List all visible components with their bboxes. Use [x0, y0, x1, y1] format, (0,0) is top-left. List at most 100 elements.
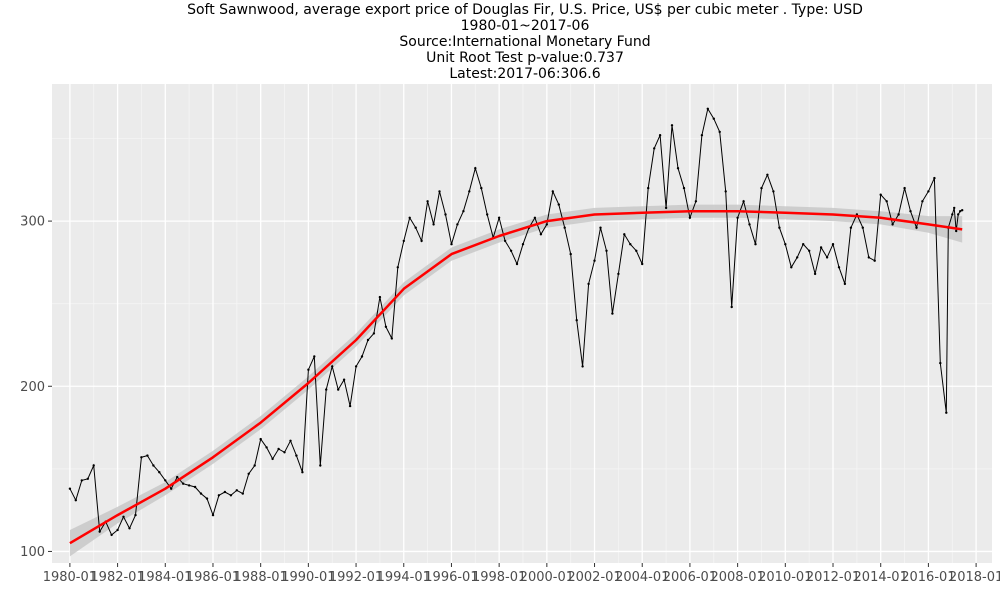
data-point: [509, 249, 513, 252]
data-point: [951, 213, 954, 216]
data-point: [152, 464, 155, 467]
data-point: [164, 479, 167, 482]
data-point: [187, 484, 191, 487]
chart-title: Soft Sawnwood, average export price of D…: [0, 2, 1000, 82]
data-point: [110, 533, 113, 537]
data-point: [199, 492, 203, 495]
data-point: [885, 200, 888, 203]
data-point: [694, 200, 698, 203]
data-point: [497, 216, 501, 219]
data-point: [843, 282, 847, 286]
data-point: [68, 487, 72, 490]
data-point: [682, 186, 686, 190]
data-point: [760, 186, 763, 190]
x-tick-label: 2010-01: [758, 570, 812, 585]
data-point: [647, 186, 650, 190]
data-point: [378, 295, 382, 299]
x-tick-label: 2012-01: [806, 570, 860, 585]
data-point: [599, 226, 602, 229]
data-point: [521, 243, 525, 246]
data-point: [748, 223, 751, 226]
data-point: [74, 499, 78, 502]
data-point: [957, 213, 960, 216]
data-point: [778, 226, 781, 229]
x-tick-label: 1996-01: [424, 570, 478, 585]
data-point: [414, 226, 417, 229]
data-point: [372, 332, 376, 335]
data-point: [307, 368, 310, 371]
data-point: [808, 249, 811, 252]
title-line-3: Source:International Monetary Fund: [399, 34, 651, 50]
data-point: [766, 173, 769, 176]
data-point: [939, 361, 942, 365]
x-tick-label: 1992-01: [329, 570, 383, 585]
data-point: [325, 388, 328, 391]
data-point: [593, 259, 596, 262]
data-point: [664, 206, 668, 210]
x-tick-label: 2004-01: [615, 570, 669, 585]
y-tick-label: 100: [20, 545, 45, 560]
data-point: [784, 243, 787, 246]
data-point: [867, 256, 870, 259]
data-point: [927, 190, 930, 193]
data-point: [545, 223, 548, 226]
data-point: [825, 256, 829, 259]
x-tick-label: 2008-01: [710, 570, 764, 585]
data-point: [235, 489, 238, 492]
data-point: [961, 209, 964, 212]
data-point: [480, 186, 483, 190]
trend-line: [69, 209, 963, 545]
data-point: [205, 497, 209, 500]
data-point: [730, 305, 733, 309]
title-line-5: Latest:2017-06:306.6: [449, 66, 601, 82]
data-point: [420, 239, 423, 243]
x-tick-label: 1980-01: [43, 570, 97, 585]
x-tick-label: 2000-01: [520, 570, 574, 585]
data-point: [128, 527, 131, 530]
data-point: [211, 513, 215, 517]
data-point: [140, 456, 143, 459]
data-point: [354, 365, 358, 368]
data-point: [450, 243, 453, 246]
data-point: [486, 213, 489, 216]
data-point: [873, 259, 876, 262]
data-point: [623, 233, 626, 236]
data-point: [474, 167, 477, 170]
data-point: [837, 266, 841, 269]
data-point: [456, 223, 459, 226]
data-point: [515, 262, 519, 266]
data-point: [557, 203, 560, 206]
data-point: [241, 492, 244, 495]
y-tick-label: 300: [20, 215, 45, 230]
data-point: [271, 457, 274, 461]
data-point: [259, 437, 262, 441]
data-point: [813, 272, 817, 276]
data-point: [861, 226, 864, 229]
data-point: [736, 216, 739, 219]
data-point: [337, 388, 340, 391]
data-point: [724, 190, 727, 193]
data-point: [265, 446, 268, 449]
data-point: [384, 325, 388, 328]
data-point: [831, 243, 835, 246]
x-tick-label: 1994-01: [377, 570, 431, 585]
plot-panel: [52, 84, 992, 563]
data-point: [253, 464, 256, 467]
data-point: [390, 337, 393, 340]
data-point: [706, 107, 709, 111]
data-point: [319, 464, 322, 467]
data-point: [468, 190, 471, 193]
data-point: [92, 464, 95, 467]
data-point: [217, 494, 221, 497]
x-tick-label: 1990-01: [281, 570, 335, 585]
data-point: [891, 223, 894, 226]
x-tick-label: 1984-01: [138, 570, 192, 585]
data-point: [283, 451, 286, 454]
data-point: [551, 190, 554, 193]
data-point: [617, 272, 620, 276]
data-point: [193, 485, 197, 489]
data-point: [635, 249, 638, 252]
data-point: [408, 216, 411, 219]
data-point: [229, 494, 233, 497]
data-point: [402, 239, 405, 243]
